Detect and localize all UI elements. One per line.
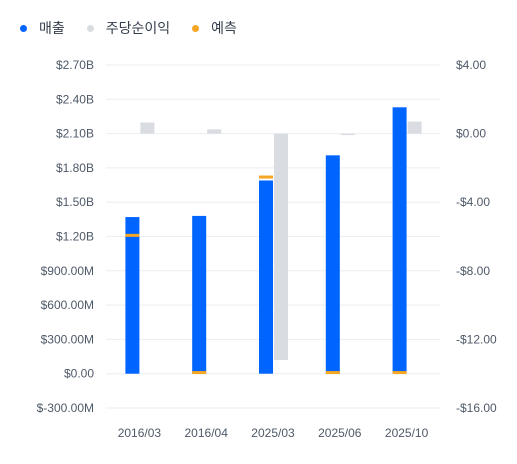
x-axis-tick-label: 2025/06 — [318, 426, 362, 440]
legend-marker — [192, 24, 200, 32]
eps-bar — [274, 133, 288, 360]
legend-label: 주당순이익 — [105, 20, 171, 36]
forecast-marker — [392, 371, 407, 375]
legend-item[interactable]: 예측 — [192, 18, 237, 38]
revenue-bar — [125, 217, 140, 374]
revenue-bar — [325, 155, 340, 374]
x-axis-tick-label: 2025/03 — [251, 426, 295, 440]
right-axis-tick-label: -$12.00 — [456, 332, 497, 346]
left-axis-tick-label: $900.00M — [41, 264, 94, 278]
forecast-marker — [125, 233, 140, 237]
left-axis-tick-label: $300.00M — [41, 332, 94, 346]
right-axis-tick-label: -$4.00 — [456, 195, 490, 209]
left-axis-tick-label: $0.00 — [64, 367, 94, 381]
x-axis-tick-label: 2025/10 — [385, 426, 429, 440]
revenue-bar — [259, 180, 273, 374]
right-axis-tick-label: $0.00 — [456, 127, 486, 141]
eps-bar — [340, 133, 355, 136]
eps-bar — [140, 122, 155, 134]
legend-item[interactable]: 주당순이익 — [86, 18, 171, 38]
left-axis-tick-label: $1.80B — [56, 161, 94, 175]
x-axis-tick-label: 2016/04 — [185, 426, 229, 440]
eps-bar — [207, 129, 222, 134]
left-axis-tick-label: $1.50B — [56, 195, 94, 209]
legend-label: 매출 — [39, 20, 65, 36]
right-axis-tick-label: $4.00 — [456, 58, 486, 72]
revenue-bar — [192, 215, 207, 374]
left-axis-tick-label: $2.40B — [56, 92, 94, 106]
left-axis-tick-label: $2.70B — [56, 58, 94, 72]
chart-legend: 매출 주당순이익 예측 — [0, 14, 239, 42]
legend-marker — [20, 24, 27, 32]
right-axis-tick-label: -$16.00 — [456, 401, 497, 415]
x-axis-tick-label: 2016/03 — [118, 426, 162, 440]
eps-bar — [407, 121, 422, 134]
left-axis-tick-label: $2.10B — [56, 127, 94, 141]
revenue-bar — [392, 107, 407, 374]
left-axis-tick-label: $-300.00M — [37, 401, 94, 415]
forecast-marker — [192, 371, 207, 375]
forecast-marker — [259, 175, 273, 179]
legend-marker — [86, 24, 94, 32]
left-axis-tick-label: $600.00M — [41, 298, 94, 312]
legend-label: 예측 — [211, 20, 237, 36]
legend-item[interactable]: 매출 — [20, 18, 65, 38]
right-axis-tick-label: -$8.00 — [456, 264, 490, 278]
left-axis-tick-label: $1.20B — [56, 230, 94, 244]
forecast-marker — [325, 371, 340, 375]
